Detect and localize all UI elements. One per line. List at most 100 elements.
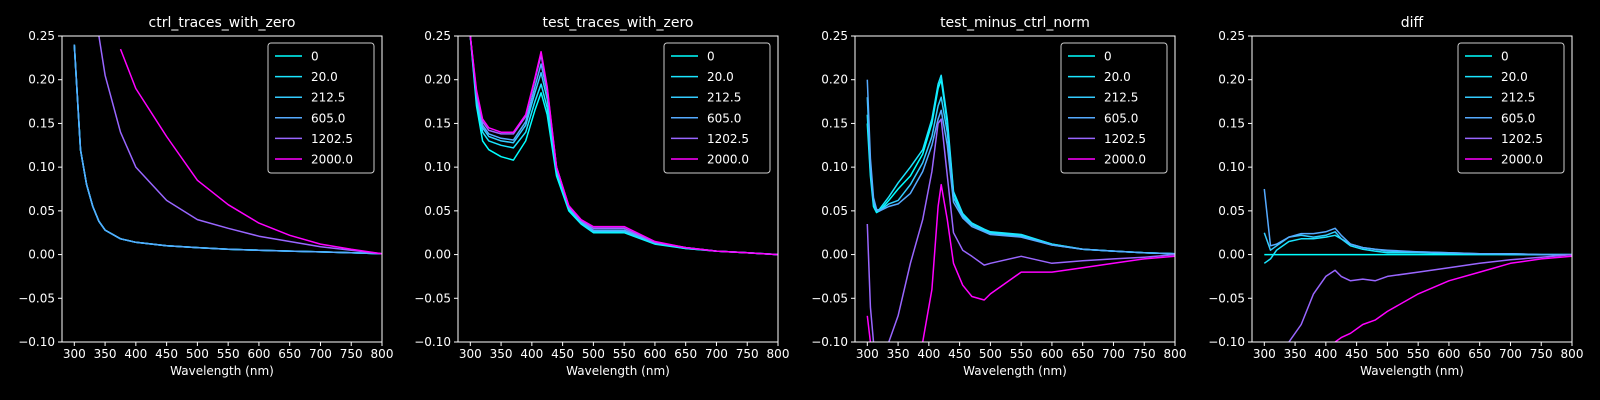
x-tick-label: 650 xyxy=(1071,347,1094,361)
x-tick-label: 350 xyxy=(94,347,117,361)
y-tick-label: −0.10 xyxy=(1208,335,1245,349)
x-tick-label: 400 xyxy=(124,347,147,361)
x-tick-label: 600 xyxy=(643,347,666,361)
y-tick-label: 0.05 xyxy=(1218,204,1245,218)
legend-box xyxy=(1060,42,1168,174)
legend-label: 212.5 xyxy=(1501,91,1535,105)
series-line-2000.0 xyxy=(1334,255,1572,342)
y-tick-label: 0.10 xyxy=(1218,160,1245,174)
x-tick-label: 550 xyxy=(1010,347,1033,361)
series-group xyxy=(866,74,1175,342)
legend: 0 20.0 212.5 605.0 1202.5 2000.0 xyxy=(267,42,375,174)
x-tick-label: 400 xyxy=(1314,347,1337,361)
x-tick-label: 650 xyxy=(674,347,697,361)
y-tick-label: 0.25 xyxy=(1218,29,1245,43)
x-axis-label: Wavelength (nm) xyxy=(1360,364,1464,378)
y-tick-label: 0.15 xyxy=(424,116,451,130)
x-tick-label: 350 xyxy=(887,347,910,361)
x-tick-label: 750 xyxy=(340,347,363,361)
y-tick-label: 0.10 xyxy=(424,160,451,174)
y-tick-label: 0.05 xyxy=(28,204,55,218)
y-tick-label: 0.20 xyxy=(1218,73,1245,87)
legend-label: 605.0 xyxy=(1104,111,1138,125)
y-tick-label: 0.25 xyxy=(424,29,451,43)
x-tick-label: 500 xyxy=(186,347,209,361)
subplot-2: 300 350 400 450 500 550 600 650 700 750 800 −0.10 −0… xyxy=(414,15,789,378)
chart-title: test_minus_ctrl_norm xyxy=(940,15,1090,31)
legend-label: 0 xyxy=(707,50,715,64)
x-tick-label: 600 xyxy=(247,347,270,361)
axes-frame xyxy=(61,35,383,343)
chart-title: test_traces_with_zero xyxy=(543,15,694,31)
legend-label: 20.0 xyxy=(707,70,734,84)
x-tick-label: 750 xyxy=(1530,347,1553,361)
legend-label: 20.0 xyxy=(1104,70,1131,84)
y-tick-label: 0.25 xyxy=(28,29,55,43)
y-tick-label: 0.00 xyxy=(1218,248,1245,262)
chart-title: diff xyxy=(1401,15,1424,31)
x-tick-label: 600 xyxy=(1437,347,1460,361)
y-tick-label: 0.00 xyxy=(821,248,848,262)
legend-label: 20.0 xyxy=(311,70,338,84)
x-tick-label: 550 xyxy=(1407,347,1430,361)
y-tick-label: 0.00 xyxy=(424,248,451,262)
y-tick-label: 0.20 xyxy=(424,73,451,87)
series-line-2000.0 xyxy=(469,36,778,256)
legend-label: 0 xyxy=(1501,50,1509,64)
legend-label: 0 xyxy=(311,50,319,64)
y-tick-label: 0.00 xyxy=(28,248,55,262)
x-tick-label: 600 xyxy=(1040,347,1063,361)
x-axis-label: Wavelength (nm) xyxy=(963,364,1067,378)
x-axis-label: Wavelength (nm) xyxy=(170,364,274,378)
y-tick-label: 0.10 xyxy=(28,160,55,174)
x-tick-label: 300 xyxy=(459,347,482,361)
series-group xyxy=(1263,188,1572,342)
x-tick-label: 650 xyxy=(278,347,301,361)
x-tick-label: 400 xyxy=(520,347,543,361)
x-tick-label: 550 xyxy=(217,347,240,361)
axes-frame xyxy=(854,35,1176,343)
subplot-1: 300 350 400 450 500 550 600 650 700 750 800 −0.10 −0… xyxy=(18,15,393,378)
y-tick-label: −0.05 xyxy=(18,291,55,305)
y-tick-label: −0.10 xyxy=(18,335,55,349)
legend-label: 212.5 xyxy=(1104,91,1138,105)
x-tick-label: 700 xyxy=(1499,347,1522,361)
legend-label: 605.0 xyxy=(311,111,345,125)
y-tick-label: −0.10 xyxy=(414,335,451,349)
x-tick-label: 750 xyxy=(736,347,759,361)
legend-label: 212.5 xyxy=(707,91,741,105)
y-tick-label: 0.20 xyxy=(28,73,55,87)
x-axis-label: Wavelength (nm) xyxy=(566,364,670,378)
x-tick-label: 800 xyxy=(767,347,790,361)
y-tick-label: −0.05 xyxy=(414,291,451,305)
series-line-605.0 xyxy=(866,79,1175,255)
x-tick-label: 500 xyxy=(979,347,1002,361)
legend-label: 0 xyxy=(1104,50,1112,64)
axes-frame xyxy=(457,35,779,343)
legend: 0 20.0 212.5 605.0 1202.5 2000.0 xyxy=(1457,42,1565,174)
y-tick-label: 0.05 xyxy=(821,204,848,218)
x-tick-label: 400 xyxy=(917,347,940,361)
x-tick-label: 450 xyxy=(155,347,178,361)
legend-label: 2000.0 xyxy=(707,153,749,167)
legend: 0 20.0 212.5 605.0 1202.5 2000.0 xyxy=(663,42,771,174)
x-tick-label: 800 xyxy=(371,347,394,361)
legend-box xyxy=(267,42,375,174)
y-tick-label: 0.25 xyxy=(821,29,848,43)
chart-title: ctrl_traces_with_zero xyxy=(149,15,296,31)
x-tick-label: 700 xyxy=(1102,347,1125,361)
legend-label: 605.0 xyxy=(1501,111,1535,125)
legend-label: 2000.0 xyxy=(311,153,353,167)
x-tick-label: 550 xyxy=(613,347,636,361)
x-tick-label: 650 xyxy=(1468,347,1491,361)
legend-label: 2000.0 xyxy=(1501,153,1543,167)
y-tick-label: −0.05 xyxy=(811,291,848,305)
axes-frame xyxy=(1251,35,1573,343)
x-tick-label: 300 xyxy=(1253,347,1276,361)
y-tick-label: −0.10 xyxy=(811,335,848,349)
x-tick-label: 800 xyxy=(1164,347,1187,361)
series-group xyxy=(73,36,382,255)
series-line-605.0 xyxy=(1263,188,1572,256)
x-tick-label: 500 xyxy=(582,347,605,361)
